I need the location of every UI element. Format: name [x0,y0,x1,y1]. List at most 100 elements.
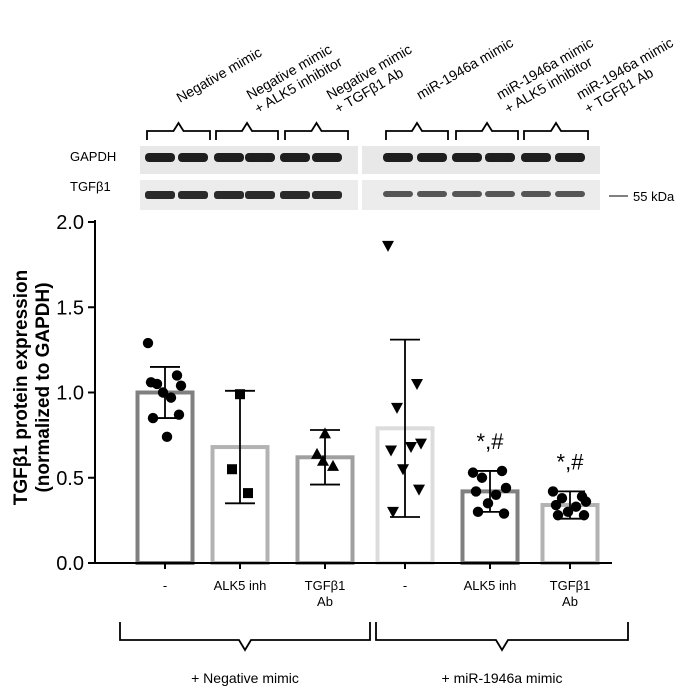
marker-label: 55 kDa [633,189,675,204]
data-point [552,510,564,521]
data-point [382,240,394,252]
y-axis-label: TGFβ1 protein expression (normalized to G… [11,270,54,505]
x-tick-label-line: TGFβ1 [550,578,591,593]
bar [135,390,195,565]
y-axis-label-line: TGFβ1 protein expression [11,270,32,505]
x-tick-label-line: ALK5 inh [214,578,267,593]
data-point [173,409,185,420]
lane-bracket [146,121,211,140]
data-points [142,240,592,521]
gapdh-band [383,153,413,162]
blot-row-label-gapdh: GAPDH [70,149,116,164]
data-point [161,431,173,443]
lane-bracket [385,121,449,140]
data-point [562,506,574,518]
y-tick-label: 1.5 [56,297,84,319]
y-tick-label: 2.0 [56,212,84,234]
gapdh-band [214,153,244,162]
significance-label: *,# [477,429,505,454]
y-tick-label: 0.0 [56,553,84,575]
gapdh-band [145,153,175,162]
data-point [319,427,331,439]
data-point [496,465,508,477]
tgfb1-band [521,191,551,197]
tgfb1-band [245,191,275,199]
x-tick-label: TGFβ1 Ab [550,578,591,609]
lane-bracket [455,121,519,140]
tgfb1-band [452,191,482,197]
x-tick-label: ALK5 inh [464,578,517,593]
significance-label: *,# [557,449,585,474]
group-bracket [119,622,371,652]
x-axis: - ALK5 inh TGFβ1 Ab- ALK5 inh TGFβ1 Ab [95,562,612,609]
data-point [415,438,427,450]
bar [210,445,270,565]
data-point [413,484,425,496]
tgfb1-band [485,191,515,197]
tgfb1-band [178,191,208,199]
lane-label: Negative mimic+ TGFβ1 Ab [324,41,423,117]
data-point [175,380,187,391]
bars [135,390,600,566]
x-tick-label: ALK5 inh [214,578,267,593]
data-point [490,489,502,500]
data-point [235,389,245,400]
group-brackets: + Negative mimic + miR-1946a mimic [119,622,629,686]
data-point [470,486,482,497]
gapdh-band [245,153,275,162]
x-tick-label: - [163,578,167,593]
tgfb1-band [417,191,447,197]
data-point [476,472,488,483]
data-point [467,467,479,478]
lane-bracket [523,121,589,140]
tgfb1-band [145,191,175,199]
data-point [243,488,253,499]
x-tick-label-line: - [163,578,167,593]
data-point [397,464,409,476]
group-label: + Negative mimic [191,670,299,686]
data-point [317,454,329,466]
data-point [500,482,512,494]
x-tick-label-line: - [403,578,407,593]
gapdh-band [280,153,310,162]
bar-chart: 0.00.51.01.52.0 - ALK5 inh TGFβ1 Ab- ALK5 in… [11,212,629,686]
tgfb1-band [280,191,310,199]
data-point [498,508,510,519]
data-point [157,387,169,398]
data-point [547,486,559,497]
data-point [570,501,582,512]
group-bracket [375,622,629,652]
x-tick-label-line: ALK5 inh [464,578,517,593]
lane-bracket [284,121,349,140]
x-tick-label-line: TGFβ1 [305,578,346,593]
gapdh-band [178,153,208,162]
data-point [142,337,154,349]
gapdh-band [452,153,482,162]
data-point [327,459,339,471]
y-axis-label-line: (normalized to GAPDH) [33,282,54,492]
data-point [165,392,177,403]
y-axis: 0.0 0.5 1.0 1.5 2.0 [56,212,96,575]
data-point [556,493,568,504]
gapdh-band [417,153,447,162]
data-point [405,442,417,454]
gapdh-band [555,153,585,162]
tgfb1-band [214,191,244,199]
data-point [147,412,159,424]
group-label: + miR-1946a mimic [442,670,563,686]
lane-brackets [146,121,589,140]
blot-row-label-tgfb1: TGFβ1 [70,179,111,194]
data-point [578,510,590,521]
x-tick-label: TGFβ1 Ab [305,578,346,609]
data-point [472,506,484,518]
x-tick-label-line: Ab [562,594,578,609]
tgfb1-band [312,191,342,199]
data-point [387,506,399,518]
x-tick-label: - [403,578,407,593]
data-point [391,402,403,414]
data-point [385,445,397,457]
data-point [311,447,323,459]
gapdh-band [485,153,515,162]
